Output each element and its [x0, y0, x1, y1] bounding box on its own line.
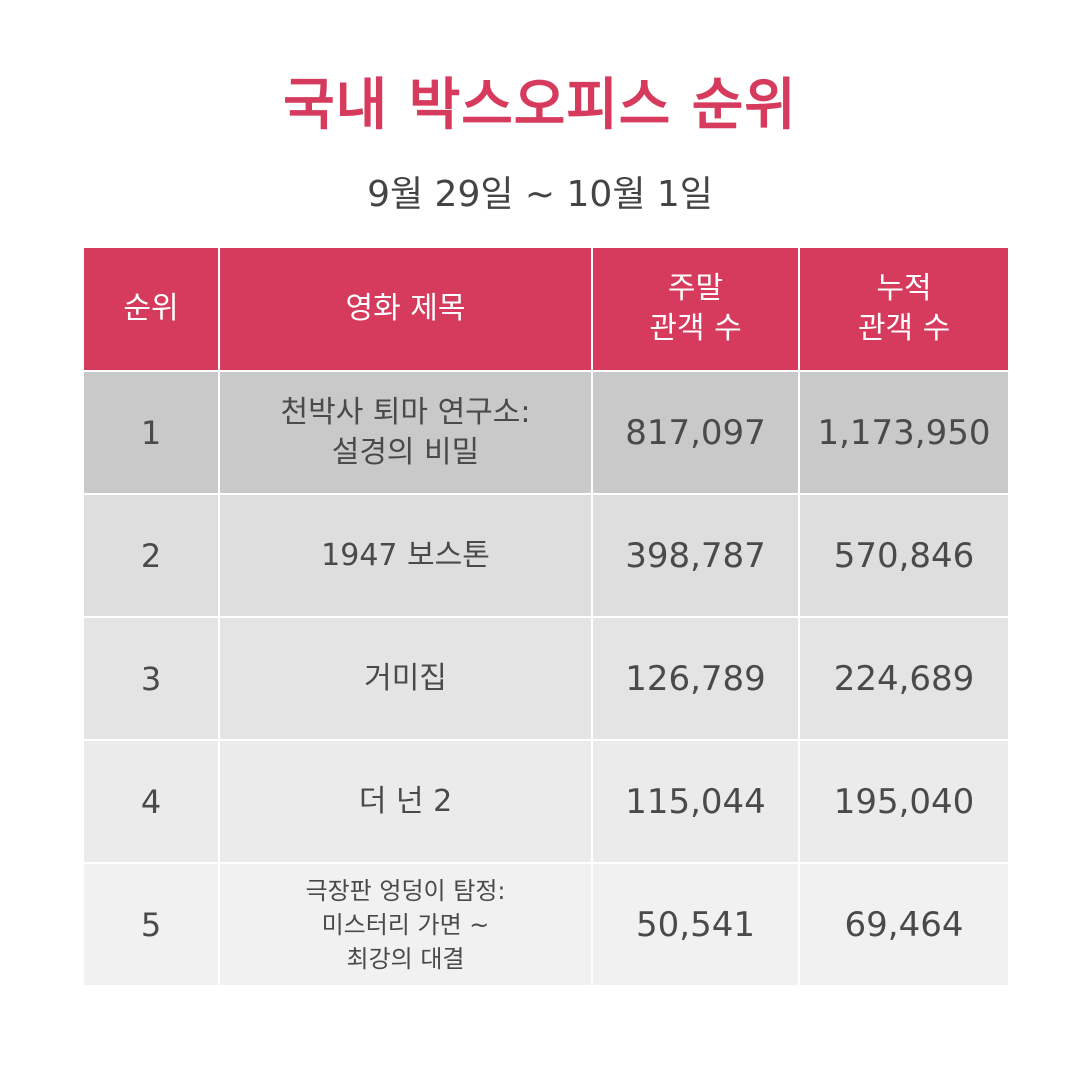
movie-title-line: 극장판 엉덩이 탐정: [305, 876, 506, 905]
date-range: 9월 29일 ~ 10월 1일 [367, 174, 713, 215]
header-rank: 순위 [84, 248, 220, 372]
movie-title-line: 설경의 비밀 [331, 434, 480, 470]
page-title: 국내 박스오피스 순위 [283, 73, 797, 138]
movie-title-cell: 극장판 엉덩이 탐정: 미스터리 가면 ~ 최강의 대결 [219, 863, 593, 987]
total-audience-cell: 570,846 [799, 494, 1008, 618]
table-row: 5 극장판 엉덩이 탐정: 미스터리 가면 ~ 최강의 대결 50,541 69… [84, 863, 1008, 987]
movie-title-line: 최강의 대결 [346, 944, 465, 973]
movie-title-cell: 1947 보스톤 [219, 494, 593, 618]
movie-title-line: 더 넌 2 [358, 783, 453, 819]
movie-title-line: 거미집 [364, 660, 447, 696]
weekend-audience-cell: 398,787 [592, 494, 800, 618]
header-weekend-line1: 주말 [667, 271, 724, 306]
movie-title-cell: 천박사 퇴마 연구소: 설경의 비밀 [219, 371, 593, 495]
table-row: 1 천박사 퇴마 연구소: 설경의 비밀 817,097 1,173,950 [84, 371, 1008, 495]
table-row: 4 더 넌 2 115,044 195,040 [84, 740, 1008, 864]
table-row: 3 거미집 126,789 224,689 [84, 617, 1008, 741]
weekend-audience-cell: 115,044 [592, 740, 800, 864]
header-weekend-audience: 주말 관객 수 [592, 248, 800, 372]
box-office-table: 순위 영화 제목 주말 관객 수 누적 관객 수 1 천박사 퇴마 연구소: 설… [84, 248, 1008, 987]
weekend-audience-cell: 817,097 [592, 371, 800, 495]
weekend-audience-cell: 50,541 [592, 863, 800, 987]
total-audience-cell: 195,040 [799, 740, 1008, 864]
header-movie-title: 영화 제목 [219, 248, 593, 372]
total-audience-cell: 224,689 [799, 617, 1008, 741]
weekend-audience-cell: 126,789 [592, 617, 800, 741]
total-audience-cell: 1,173,950 [799, 371, 1008, 495]
movie-title-cell: 더 넌 2 [219, 740, 593, 864]
movie-title-line: 1947 보스톤 [321, 537, 490, 573]
rank-cell: 4 [84, 740, 220, 864]
table-header-row: 순위 영화 제목 주말 관객 수 누적 관객 수 [84, 248, 1008, 372]
header-total-audience: 누적 관객 수 [799, 248, 1008, 372]
header-weekend-line2: 관객 수 [649, 311, 742, 346]
movie-title-line: 천박사 퇴마 연구소: [280, 394, 531, 430]
movie-title-cell: 거미집 [219, 617, 593, 741]
table-row: 2 1947 보스톤 398,787 570,846 [84, 494, 1008, 618]
movie-title-line: 미스터리 가면 ~ [321, 910, 490, 939]
header-total-line1: 누적 [876, 271, 932, 306]
header-total-line2: 관객 수 [857, 311, 951, 346]
rank-cell: 3 [84, 617, 220, 741]
rank-cell: 1 [84, 371, 220, 495]
rank-cell: 5 [84, 863, 220, 987]
total-audience-cell: 69,464 [799, 863, 1008, 987]
rank-cell: 2 [84, 494, 220, 618]
